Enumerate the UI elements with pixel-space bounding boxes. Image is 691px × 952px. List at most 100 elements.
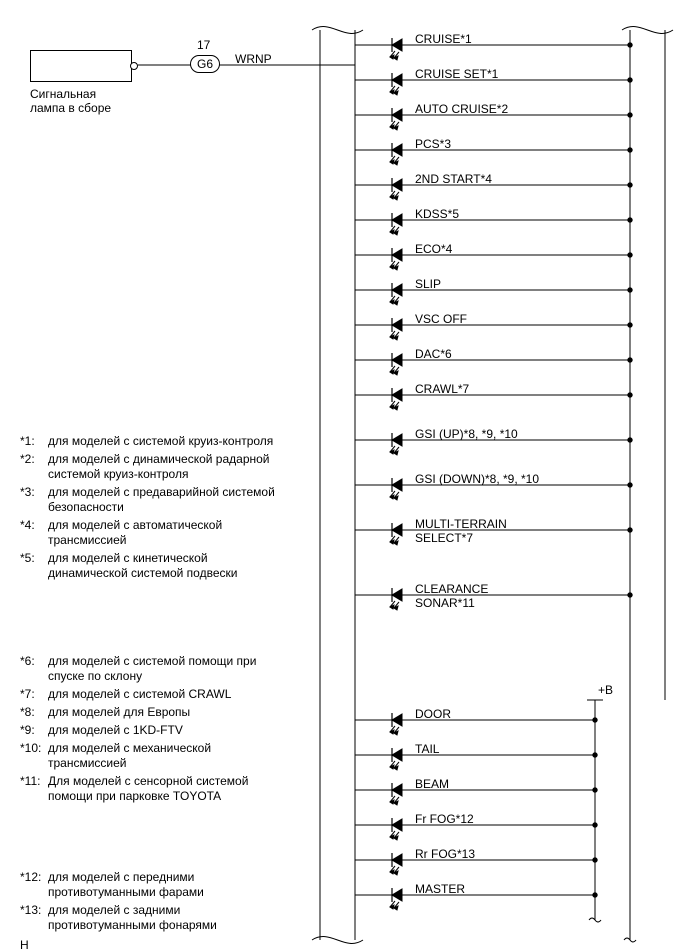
footnotes-block-1: *1:для моделей с системой круиз-контроля… (20, 434, 285, 584)
indicator-label-text: GSI (DOWN)*8, *9, *10 (415, 472, 539, 486)
indicator-label-text: Rr FOG*13 (415, 847, 475, 861)
signal-lamp-label-2: лампа в сборе (30, 101, 111, 115)
footnote-ref: *3: (20, 485, 48, 515)
indicator-label: CLEARANCESONAR*11 (415, 582, 488, 610)
indicator-label-text: 2ND START*4 (415, 172, 492, 186)
indicator-label: Fr FOG*12 (415, 812, 474, 826)
indicator-label: MASTER (415, 882, 465, 896)
indicator-label-text: CRUISE SET*1 (415, 67, 498, 81)
indicator-label-text: ECO*4 (415, 242, 452, 256)
footnote-row: *5:для моделей с кинетической динамическ… (20, 551, 285, 581)
indicator-label-text: TAIL (415, 742, 439, 756)
indicator-label: BEAM (415, 777, 449, 791)
footnote-ref: *12: (20, 870, 48, 900)
indicator-label: DAC*6 (415, 347, 452, 361)
indicator-label: DOOR (415, 707, 451, 721)
footnote-text: Для моделей с сенсорной системой помощи … (48, 774, 285, 804)
footnote-row: *4:для моделей с автоматической трансмис… (20, 518, 285, 548)
indicator-label: Rr FOG*13 (415, 847, 475, 861)
footnote-text: для моделей с кинетической динамической … (48, 551, 285, 581)
footnote-text: для моделей с системой CRAWL (48, 687, 231, 702)
indicator-label-text: AUTO CRUISE*2 (415, 102, 508, 116)
signal-lamp-label: Сигнальная лампа в сборе (30, 87, 111, 116)
indicator-label-text: DAC*6 (415, 347, 452, 361)
footnote-row: *13:для моделей с задними противотуманны… (20, 903, 285, 933)
indicator-label-text-2: SONAR*11 (415, 596, 475, 610)
footnote-ref: *1: (20, 434, 48, 449)
indicator-label-text: CLEARANCE (415, 582, 488, 596)
footnote-text: для моделей с предаварийной системой без… (48, 485, 285, 515)
footnote-text: для моделей с системой помощи при спуске… (48, 654, 285, 684)
footer-mark-text: H (20, 938, 29, 952)
indicator-label: SLIP (415, 277, 441, 291)
net-label: WRNP (235, 52, 272, 66)
footnote-ref: *4: (20, 518, 48, 548)
footnote-ref: *2: (20, 452, 48, 482)
footnote-row: *1:для моделей с системой круиз-контроля (20, 434, 285, 449)
footnotes-block-2: *6:для моделей с системой помощи при спу… (20, 654, 285, 807)
connector-id-text: G6 (197, 57, 213, 71)
b-plus-label: +B (598, 683, 613, 697)
connector-id-pill: G6 (190, 55, 220, 73)
indicator-label: 2ND START*4 (415, 172, 492, 186)
footnote-ref: *9: (20, 723, 48, 738)
footnote-ref: *13: (20, 903, 48, 933)
footnote-row: *10:для моделей с механической трансмисс… (20, 741, 285, 771)
indicator-label-text-2: SELECT*7 (415, 531, 473, 545)
footnote-ref: *7: (20, 687, 48, 702)
indicator-label: CRUISE*1 (415, 32, 472, 46)
indicator-label-text: CRUISE*1 (415, 32, 472, 46)
indicator-label-text: BEAM (415, 777, 449, 791)
footnote-text: для моделей с механической трансмиссией (48, 741, 285, 771)
footnote-row: *8:для моделей для Европы (20, 705, 285, 720)
footnote-row: *2:для моделей с динамической радарной с… (20, 452, 285, 482)
footnote-ref: *8: (20, 705, 48, 720)
connector-pin-number: 17 (197, 38, 210, 52)
footnote-ref: *11: (20, 774, 48, 804)
indicator-label-text: DOOR (415, 707, 451, 721)
indicator-label: ECO*4 (415, 242, 452, 256)
indicator-label: KDSS*5 (415, 207, 459, 221)
footnote-row: *3:для моделей с предаварийной системой … (20, 485, 285, 515)
indicator-label: GSI (UP)*8, *9, *10 (415, 427, 518, 441)
footnote-text: для моделей с системой круиз-контроля (48, 434, 273, 449)
footnote-text: для моделей с динамической радарной сист… (48, 452, 285, 482)
net-label-text: WRNP (235, 52, 272, 66)
indicator-label-text: Fr FOG*12 (415, 812, 474, 826)
indicator-label-text: GSI (UP)*8, *9, *10 (415, 427, 518, 441)
indicator-label-text: VSC OFF (415, 312, 467, 326)
indicator-label: VSC OFF (415, 312, 467, 326)
footnote-row: *7:для моделей с системой CRAWL (20, 687, 285, 702)
indicator-label: PCS*3 (415, 137, 451, 151)
footnote-ref: *5: (20, 551, 48, 581)
footnote-ref: *10: (20, 741, 48, 771)
footer-mark: H (20, 938, 29, 952)
indicator-label: TAIL (415, 742, 439, 756)
signal-lamp-label-1: Сигнальная (30, 87, 96, 101)
footnote-text: для моделей для Европы (48, 705, 190, 720)
indicator-label: CRAWL*7 (415, 382, 469, 396)
footnotes-block-3: *12:для моделей с передними противотуман… (20, 870, 285, 936)
footnote-row: *9:для моделей с 1KD-FTV (20, 723, 285, 738)
footnote-text: для моделей с 1KD-FTV (48, 723, 183, 738)
footnote-row: *6:для моделей с системой помощи при спу… (20, 654, 285, 684)
signal-lamp-box (30, 50, 132, 82)
indicator-label-text: SLIP (415, 277, 441, 291)
footnote-text: для моделей с передними противотуманными… (48, 870, 285, 900)
footnote-row: *11:Для моделей с сенсорной системой пом… (20, 774, 285, 804)
footnote-ref: *6: (20, 654, 48, 684)
indicator-label-text: MULTI-TERRAIN (415, 517, 507, 531)
footnote-row: *12:для моделей с передними противотуман… (20, 870, 285, 900)
connector-pin-text: 17 (197, 38, 210, 52)
footnote-text: для моделей с автоматической трансмиссие… (48, 518, 285, 548)
footnote-text: для моделей с задними противотуманными ф… (48, 903, 285, 933)
signal-lamp-terminal (130, 62, 138, 70)
indicator-label-text: MASTER (415, 882, 465, 896)
indicator-label-text: PCS*3 (415, 137, 451, 151)
indicator-label: AUTO CRUISE*2 (415, 102, 508, 116)
indicator-label-text: KDSS*5 (415, 207, 459, 221)
indicator-label: CRUISE SET*1 (415, 67, 498, 81)
indicator-label: MULTI-TERRAINSELECT*7 (415, 517, 507, 545)
indicator-label: GSI (DOWN)*8, *9, *10 (415, 472, 539, 486)
indicator-label-text: CRAWL*7 (415, 382, 469, 396)
